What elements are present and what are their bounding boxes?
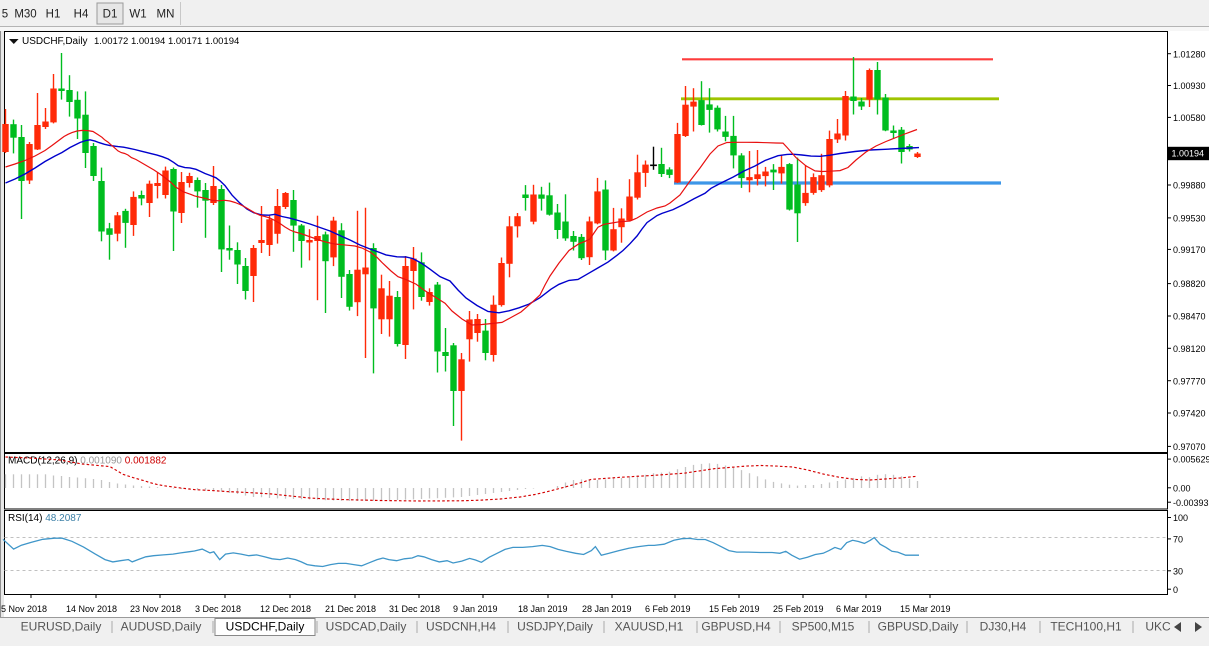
svg-text:GBPUSD,H4: GBPUSD,H4 — [701, 620, 771, 634]
svg-text:MN: MN — [157, 9, 175, 21]
svg-text:SP500,M15: SP500,M15 — [792, 620, 855, 634]
svg-text:0.97070: 0.97070 — [1173, 442, 1206, 452]
svg-text:W1: W1 — [129, 9, 146, 21]
svg-text:0.97420: 0.97420 — [1173, 409, 1206, 419]
svg-text:25 Feb 2019: 25 Feb 2019 — [773, 604, 824, 614]
svg-text:14 Nov 2018: 14 Nov 2018 — [66, 604, 117, 614]
svg-text:1.00930: 1.00930 — [1173, 81, 1206, 91]
svg-text:0.99170: 0.99170 — [1173, 245, 1206, 255]
svg-text:1.00172 1.00194 1.00171 1.0019: 1.00172 1.00194 1.00171 1.00194 — [94, 36, 239, 47]
svg-text:0.99530: 0.99530 — [1173, 214, 1206, 224]
svg-text:5: 5 — [2, 9, 8, 21]
svg-text:100: 100 — [1173, 513, 1188, 523]
svg-text:RSI(14) 48.2087: RSI(14) 48.2087 — [8, 513, 82, 524]
svg-text:GBPUSD,Daily: GBPUSD,Daily — [878, 620, 959, 634]
svg-text:H4: H4 — [74, 9, 89, 21]
svg-text:15 Feb 2019: 15 Feb 2019 — [709, 604, 760, 614]
svg-text:9 Jan 2019: 9 Jan 2019 — [453, 604, 498, 614]
svg-text:5 Nov 2018: 5 Nov 2018 — [1, 604, 47, 614]
svg-text:28 Jan 2019: 28 Jan 2019 — [582, 604, 632, 614]
svg-text:3 Dec 2018: 3 Dec 2018 — [195, 604, 241, 614]
svg-text:USDCHF,Daily: USDCHF,Daily — [22, 36, 88, 47]
svg-text:-0.003937: -0.003937 — [1173, 498, 1209, 508]
svg-text:0.005629: 0.005629 — [1173, 455, 1209, 465]
svg-text:6 Mar 2019: 6 Mar 2019 — [836, 604, 882, 614]
svg-text:1.00194: 1.00194 — [1172, 149, 1205, 159]
svg-text:USDCAD,Daily: USDCAD,Daily — [326, 620, 407, 634]
svg-text:23 Nov 2018: 23 Nov 2018 — [130, 604, 181, 614]
svg-text:15 Mar 2019: 15 Mar 2019 — [900, 604, 951, 614]
svg-text:21 Dec 2018: 21 Dec 2018 — [325, 604, 376, 614]
svg-text:18 Jan 2019: 18 Jan 2019 — [518, 604, 568, 614]
svg-text:0: 0 — [1173, 585, 1178, 595]
svg-text:H1: H1 — [46, 9, 61, 21]
svg-text:AUDUSD,Daily: AUDUSD,Daily — [121, 620, 202, 634]
svg-text:M30: M30 — [14, 9, 36, 21]
svg-text:TECH100,H1: TECH100,H1 — [1050, 620, 1122, 634]
svg-text:DJ30,H4: DJ30,H4 — [980, 620, 1027, 634]
svg-text:12 Dec 2018: 12 Dec 2018 — [260, 604, 311, 614]
svg-text:XAUUSD,H1: XAUUSD,H1 — [615, 620, 684, 634]
svg-text:UKC: UKC — [1145, 620, 1171, 634]
svg-text:0.98820: 0.98820 — [1173, 279, 1206, 289]
svg-text:USDJPY,Daily: USDJPY,Daily — [517, 620, 593, 634]
svg-text:USDCNH,H4: USDCNH,H4 — [426, 620, 496, 634]
svg-text:EURUSD,Daily: EURUSD,Daily — [21, 620, 102, 634]
svg-text:30: 30 — [1173, 566, 1183, 576]
svg-text:MACD(12,26,9) 0.001090 0.00188: MACD(12,26,9) 0.001090 0.001882 — [8, 456, 167, 467]
svg-text:70: 70 — [1173, 535, 1183, 545]
svg-text:1.01280: 1.01280 — [1173, 49, 1206, 59]
svg-text:0.98470: 0.98470 — [1173, 312, 1206, 322]
svg-text:0.99880: 0.99880 — [1173, 181, 1206, 191]
svg-text:D1: D1 — [103, 9, 118, 21]
svg-text:31 Dec 2018: 31 Dec 2018 — [389, 604, 440, 614]
svg-text:6 Feb 2019: 6 Feb 2019 — [645, 604, 691, 614]
svg-text:1.00580: 1.00580 — [1173, 113, 1206, 123]
svg-text:USDCHF,Daily: USDCHF,Daily — [226, 620, 305, 634]
svg-text:0.97770: 0.97770 — [1173, 376, 1206, 386]
svg-text:0.00: 0.00 — [1173, 483, 1191, 493]
svg-text:0.98120: 0.98120 — [1173, 344, 1206, 354]
